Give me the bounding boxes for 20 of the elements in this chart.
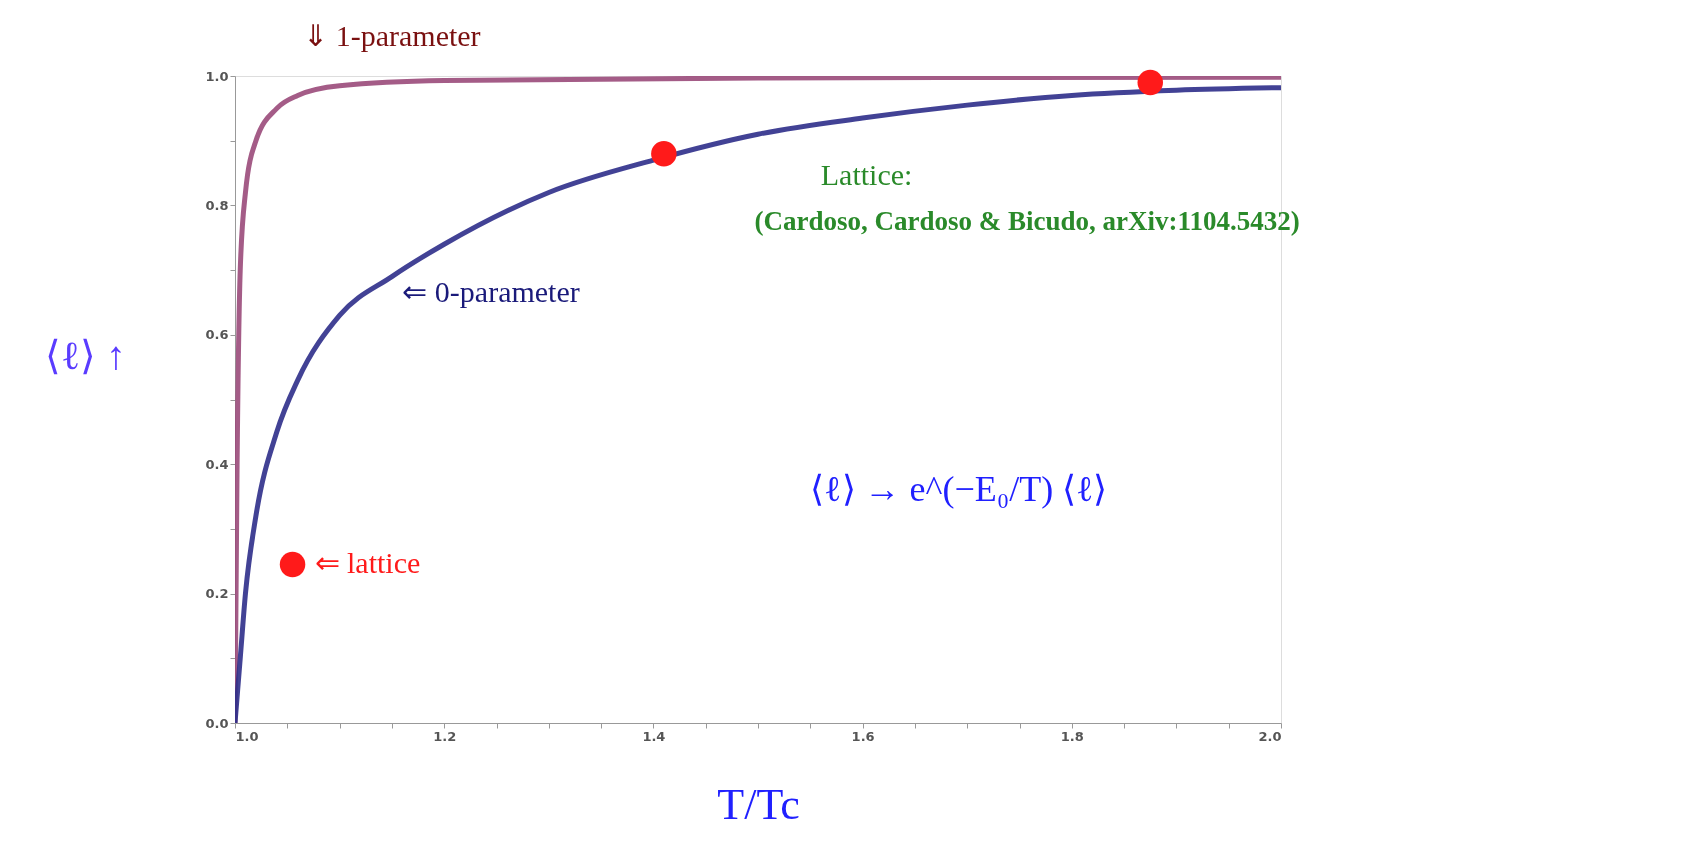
y-tick-label: 0.4 bbox=[205, 456, 229, 472]
x-tick-label: 1.6 bbox=[851, 728, 875, 744]
annotation: ⇐ lattice bbox=[314, 546, 421, 580]
y-tick-label: 0.2 bbox=[205, 586, 229, 602]
annotation: Lattice: bbox=[820, 158, 913, 192]
y-tick-label: 0.6 bbox=[205, 327, 229, 343]
y-axis-title: ⟨ℓ⟩ ↑ bbox=[44, 332, 127, 378]
y-tick-label: 1.0 bbox=[205, 68, 229, 84]
x-axis-title: T/Tc bbox=[717, 779, 800, 829]
text: ⇓ 1-parameter bbox=[303, 19, 481, 53]
x-tick-label: 1.0 bbox=[235, 728, 259, 744]
x-tick-label: 1.4 bbox=[642, 728, 666, 744]
annotation: ⟨ℓ⟩ → e^(−E₀/T) ⟨ℓ⟩ bbox=[810, 469, 1108, 510]
x-tick-label: 1.8 bbox=[1060, 728, 1084, 744]
annotation: ⇐ 0-parameter bbox=[402, 274, 580, 308]
y-tick-label: 0.0 bbox=[205, 715, 229, 731]
x-tick-label: 1.2 bbox=[433, 728, 457, 744]
y-tick-label: 0.8 bbox=[205, 197, 229, 213]
x-tick-label: 2.0 bbox=[1258, 728, 1282, 744]
annotation: (Cardoso, Cardoso & Bicudo, arXiv:1104.5432) bbox=[754, 205, 1300, 236]
